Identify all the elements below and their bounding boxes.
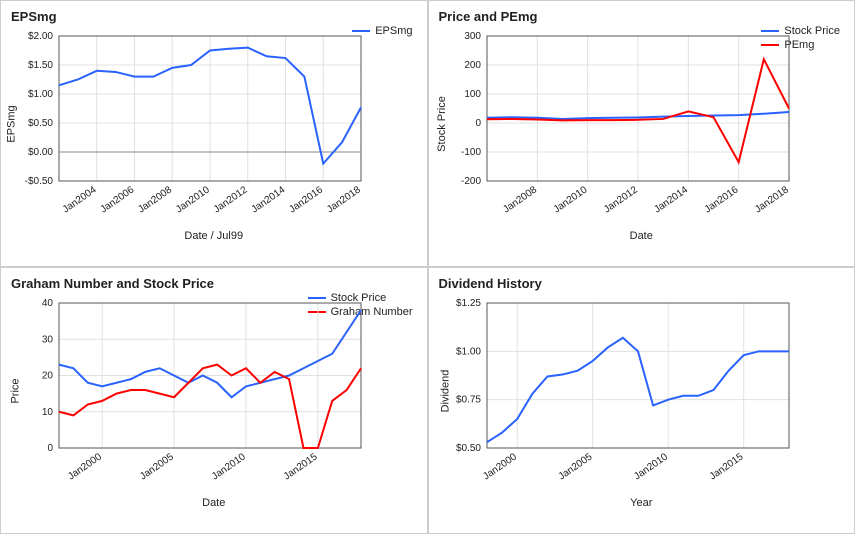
svg-text:Jan2010: Jan2010 — [174, 184, 212, 215]
svg-text:Jan2005: Jan2005 — [556, 451, 594, 482]
svg-text:30: 30 — [42, 334, 54, 345]
x-axis-label: Date — [11, 497, 417, 509]
chart-area: EPSmg -$0.50$0.00$0.50$1.00$1.50$2.00Jan… — [11, 28, 417, 242]
x-axis-label: Year — [439, 497, 845, 509]
svg-text:200: 200 — [464, 60, 481, 71]
svg-text:Jan2000: Jan2000 — [66, 451, 104, 482]
svg-text:$0.50: $0.50 — [28, 118, 53, 129]
svg-text:Jan2008: Jan2008 — [501, 184, 539, 215]
svg-text:0: 0 — [47, 443, 53, 454]
chart-area: Dividend $0.50 $0.75 $1.00 $1.25 Jan2000 Jan2… — [439, 295, 845, 509]
svg-text:Jan2010: Jan2010 — [210, 451, 248, 482]
svg-text:Jan2014: Jan2014 — [249, 184, 287, 215]
svg-text:Jan2006: Jan2006 — [98, 184, 136, 215]
panel-price-pemg: Price and PEmg Stock Price PEmg Stock Pr… — [428, 0, 855, 267]
y-axis-label: Stock Price — [435, 96, 447, 152]
svg-text:$1.50: $1.50 — [28, 60, 53, 71]
y-axis-label: EPSmg — [6, 105, 18, 142]
svg-text:100: 100 — [464, 89, 481, 100]
svg-text:Jan2004: Jan2004 — [61, 184, 99, 215]
panel-dividend: Dividend History Dividend $0.50 $0.75 $1.0… — [428, 267, 855, 534]
svg-text:$1.25: $1.25 — [455, 298, 480, 309]
svg-text:$1.00: $1.00 — [28, 89, 53, 100]
chart-title: Graham Number and Stock Price — [11, 276, 417, 291]
y-axis-label: Price — [10, 378, 22, 403]
svg-text:$1.00: $1.00 — [455, 346, 480, 357]
svg-text:Jan2016: Jan2016 — [702, 184, 740, 215]
svg-text:40: 40 — [42, 298, 54, 309]
svg-text:$0.00: $0.00 — [28, 147, 53, 158]
svg-text:Jan2018: Jan2018 — [752, 184, 790, 215]
svg-text:10: 10 — [42, 407, 54, 418]
chart-svg: -200 -100 0 100 200 300 Jan2008 Jan2010 Jan2012 J… — [439, 28, 799, 223]
svg-text:Jan2010: Jan2010 — [632, 451, 670, 482]
panel-graham: Graham Number and Stock Price Stock Pric… — [0, 267, 428, 534]
y-axis-label: Dividend — [439, 370, 451, 413]
svg-text:$0.50: $0.50 — [455, 443, 480, 454]
svg-text:Jan2005: Jan2005 — [138, 451, 176, 482]
svg-text:-100: -100 — [460, 147, 480, 158]
x-axis-label: Date — [439, 230, 845, 242]
svg-text:300: 300 — [464, 31, 481, 42]
svg-text:Jan2010: Jan2010 — [551, 184, 589, 215]
svg-text:Jan2016: Jan2016 — [287, 184, 325, 215]
chart-svg: $0.50 $0.75 $1.00 $1.25 Jan2000 Jan2005 Jan201… — [439, 295, 799, 490]
svg-text:-200: -200 — [460, 176, 480, 187]
svg-text:Jan2015: Jan2015 — [707, 451, 745, 482]
svg-text:Jan2014: Jan2014 — [652, 184, 690, 215]
x-axis-label: Date / Jul99 — [11, 230, 417, 242]
svg-text:Jan2000: Jan2000 — [481, 451, 519, 482]
svg-text:Jan2012: Jan2012 — [601, 184, 639, 215]
svg-text:0: 0 — [475, 118, 481, 129]
panel-epsmg: EPSmg EPSmg EPSmg -$0.50$0.00$0.50$1.00$… — [0, 0, 428, 267]
svg-text:Jan2008: Jan2008 — [136, 184, 174, 215]
svg-text:Jan2015: Jan2015 — [282, 451, 320, 482]
svg-text:$2.00: $2.00 — [28, 31, 53, 42]
chart-title: Dividend History — [439, 276, 845, 291]
chart-svg: 0 10 20 30 40 Jan2000 Jan2005 Jan2010 Jan2015 — [11, 295, 371, 490]
chart-title: EPSmg — [11, 9, 417, 24]
chart-svg: -$0.50$0.00$0.50$1.00$1.50$2.00Jan2004Ja… — [11, 28, 371, 223]
svg-text:$0.75: $0.75 — [455, 395, 480, 406]
chart-area: Stock Price -200-1000100200300Jan2008Jan… — [439, 28, 845, 242]
chart-title: Price and PEmg — [439, 9, 845, 24]
chart-area: Price 0 10 20 30 40 Jan2000 Jan2005 Jan2010 Jan2… — [11, 295, 417, 509]
svg-text:-$0.50: -$0.50 — [25, 176, 54, 187]
chart-grid: EPSmg EPSmg EPSmg -$0.50$0.00$0.50$1.00$… — [0, 0, 855, 534]
svg-text:Jan2018: Jan2018 — [325, 184, 363, 215]
svg-text:Jan2012: Jan2012 — [212, 184, 250, 215]
svg-text:20: 20 — [42, 371, 54, 382]
